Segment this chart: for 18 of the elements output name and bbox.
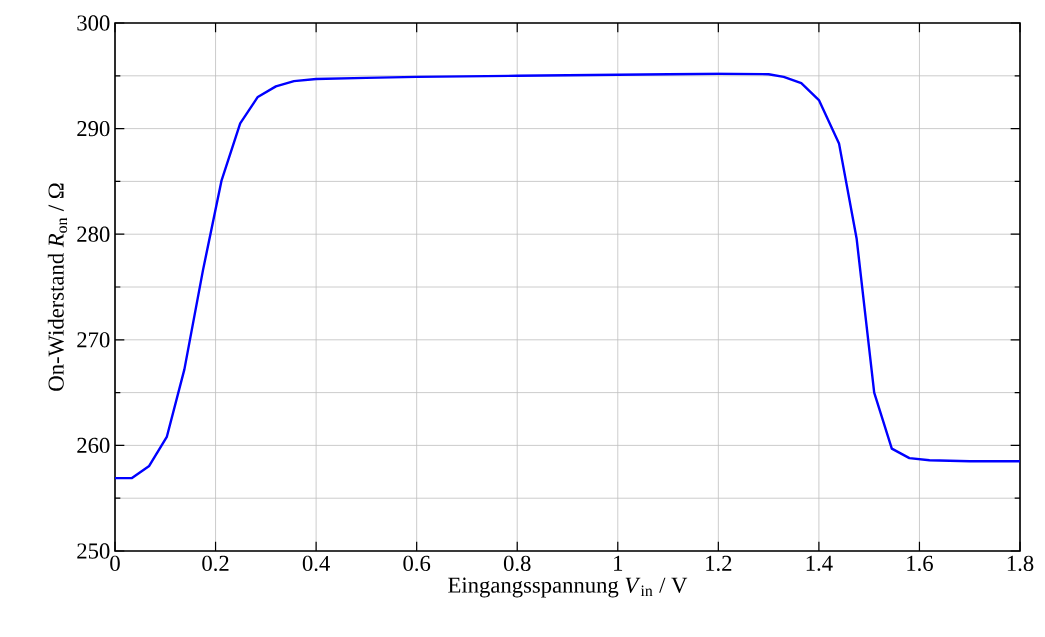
x-tick-label: 0.8 <box>503 555 531 572</box>
x-tick-label: 0.6 <box>403 555 431 572</box>
y-tick-label: 260 <box>77 437 110 454</box>
y-tick-label: 300 <box>77 15 110 31</box>
x-tick-label: 1.8 <box>1007 555 1034 572</box>
x-tick-label: 1.2 <box>706 555 732 572</box>
y-axis-title: On-Widerstand R$_{on}$ / Ω <box>47 183 68 391</box>
x-tick-label: 0.4 <box>302 555 330 572</box>
x-tick-label: 1.6 <box>907 555 933 572</box>
y-tick-label: 270 <box>77 332 110 348</box>
x-tick-label: 1 <box>614 555 623 571</box>
y-tick-label: 280 <box>77 226 110 242</box>
x-axis-title: Eingangsspannung V$_{in}$ / V <box>448 577 688 598</box>
y-tick-label: 290 <box>77 120 110 137</box>
x-tick-label: 0 <box>110 555 120 572</box>
x-tick-label: 0.2 <box>202 555 229 572</box>
y-tick-label: 250 <box>77 543 110 559</box>
x-tick-label: 1.4 <box>806 555 833 571</box>
